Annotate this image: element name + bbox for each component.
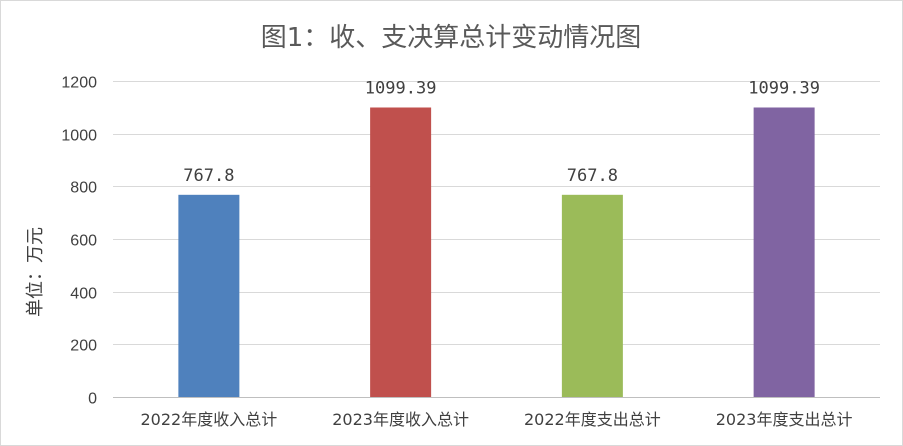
data-label: 767.8: [567, 166, 618, 186]
y-tick-label: 1000: [61, 128, 97, 145]
bar-3: [561, 194, 623, 397]
y-tick-label: 600: [70, 233, 97, 250]
y-tick-label: 0: [88, 391, 97, 408]
data-label: 1099.39: [365, 78, 437, 98]
bar-2: [370, 107, 432, 398]
data-label: 1099.39: [748, 78, 820, 98]
x-tick-label: 2022年度收入总计: [141, 410, 278, 429]
chart-title: 图1：收、支决算总计变动情况图: [261, 23, 642, 53]
data-labels: 767.8 1099.39 767.8 1099.39: [183, 78, 820, 185]
data-label: 767.8: [183, 166, 234, 186]
y-tick-label: 400: [70, 286, 97, 303]
bars: [178, 107, 815, 398]
x-tick-label: 2023年度收入总计: [332, 410, 469, 429]
x-axis-ticks: 2022年度收入总计 2023年度收入总计 2022年度支出总计 2023年度支出总计: [141, 410, 853, 429]
bar-4: [753, 107, 815, 398]
y-axis-label: 单位：万元: [25, 227, 46, 317]
y-axis-ticks: 0 200 400 600 800 1000 1200: [61, 75, 97, 408]
x-tick-label: 2023年度支出总计: [716, 410, 853, 429]
y-tick-label: 200: [70, 338, 97, 355]
gridlines: [113, 81, 880, 398]
x-tick-label: 2022年度支出总计: [524, 410, 661, 429]
bar-1: [178, 194, 240, 397]
y-tick-label: 1200: [61, 75, 97, 92]
y-tick-label: 800: [70, 180, 97, 197]
